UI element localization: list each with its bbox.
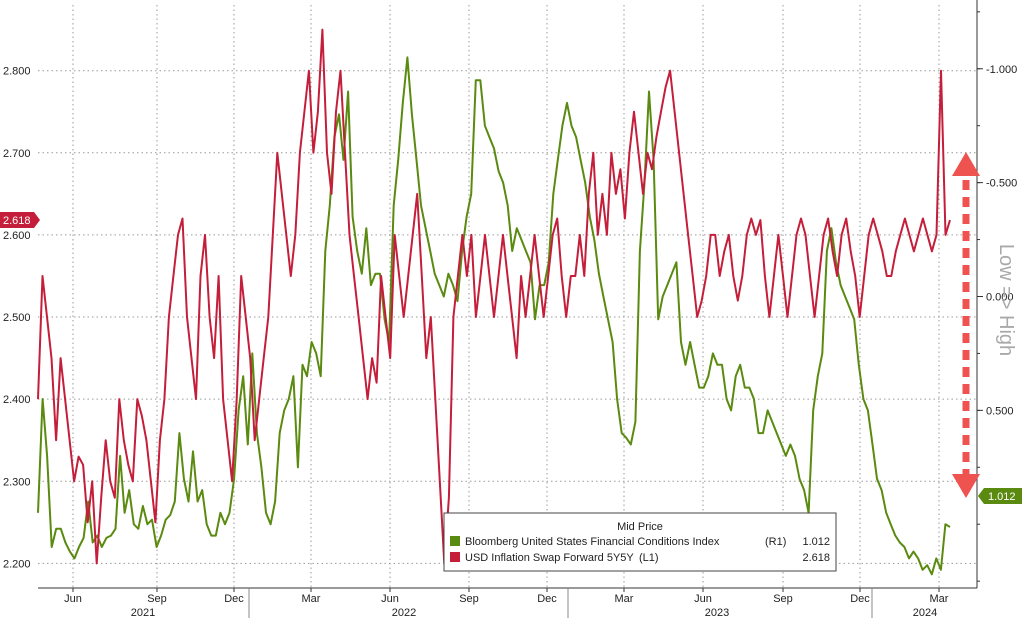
arrow-head-up	[952, 152, 980, 176]
grid-lines	[38, 5, 977, 588]
legend-item-1-axis: (R1)	[765, 536, 786, 548]
left-badge-text: 2.618	[3, 215, 31, 227]
x-month-label: Jun	[694, 593, 712, 605]
legend-title: Mid Price	[617, 521, 663, 533]
x-month-label: Jun	[381, 593, 399, 605]
left-tick-label: 2.300	[3, 476, 31, 488]
left-axis: 2.200 2.300 2.400 2.500 2.600 2.700 2.800	[3, 66, 31, 571]
x-year-label: 2022	[392, 607, 416, 618]
right-axis-label: Low => High	[995, 244, 1017, 356]
x-month-label: Mar	[615, 593, 634, 605]
x-month-label: Sep	[147, 593, 167, 605]
legend-item-2-value: 2.618	[802, 552, 830, 564]
legend: Mid Price Bloomberg United States Financ…	[443, 512, 837, 572]
left-tick-label: 2.500	[3, 312, 31, 324]
series-line-financial-conditions	[37, 56, 951, 576]
left-tick-label: 2.800	[3, 66, 31, 78]
left-tick-label: 2.200	[3, 558, 31, 570]
x-month-label: Mar	[930, 593, 949, 605]
left-tick-label: 2.700	[3, 148, 31, 160]
x-year-label: 2024	[913, 607, 937, 618]
x-month-label: Jun	[64, 593, 82, 605]
x-month-label: Dec	[850, 593, 870, 605]
right-badge-shape	[978, 488, 1022, 504]
legend-item-1-name: Bloomberg United States Financial Condit…	[465, 536, 720, 548]
right-badge-text: 1.012	[988, 491, 1016, 503]
right-axis: -1.000 -0.500 0.000 0.500	[977, 11, 1017, 582]
x-year-label: 2023	[705, 607, 729, 618]
x-month-label: Dec	[224, 593, 244, 605]
legend-item-1-value: 1.012	[802, 536, 830, 548]
legend-item-2-axis: (L1)	[639, 552, 659, 564]
legend-swatch-red	[450, 552, 460, 562]
right-tick-label: -0.500	[986, 178, 1017, 190]
right-tick-label: 0.000	[986, 292, 1014, 304]
arrow-head-down	[952, 474, 980, 498]
x-year-label: 2021	[131, 607, 155, 618]
x-month-label: Sep	[773, 593, 793, 605]
x-month-label: Sep	[459, 593, 479, 605]
series-layer	[37, 28, 951, 576]
x-axis: Jun Sep Dec Mar Jun Sep Dec Mar Jun Sep Dec Mar 2021…	[64, 588, 949, 618]
left-tick-label: 2.600	[3, 230, 31, 242]
legend-swatch-green	[450, 536, 460, 546]
x-month-label: Mar	[302, 593, 321, 605]
x-month-label: Dec	[537, 593, 557, 605]
legend-item-2-name: USD Inflation Swap Forward 5Y5Y	[465, 552, 634, 564]
direction-arrow	[952, 152, 980, 498]
right-tick-label: 0.500	[986, 405, 1014, 417]
legend-box	[443, 512, 837, 572]
left-badge-shape	[0, 212, 40, 228]
left-tick-label: 2.400	[3, 394, 31, 406]
series-line-inflation-swap	[37, 28, 951, 565]
right-value-badge: 1.012	[978, 488, 1022, 504]
left-value-badge: 2.618	[0, 212, 40, 228]
right-tick-label: -1.000	[986, 64, 1017, 76]
